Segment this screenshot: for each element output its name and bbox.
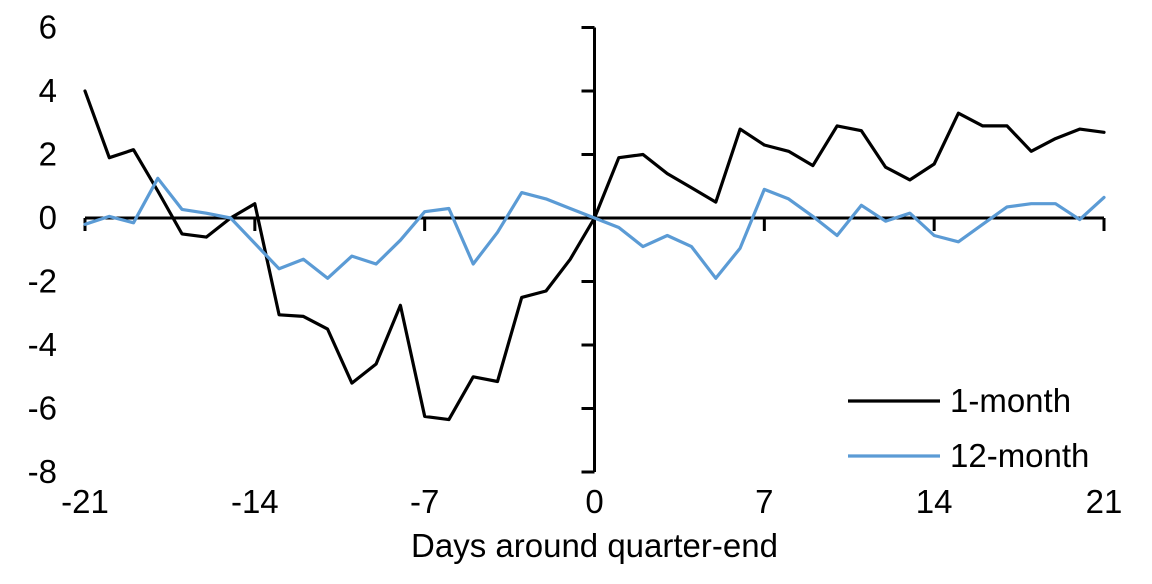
x-axis-title: Days around quarter-end — [411, 527, 778, 564]
x-tick-label: 7 — [755, 483, 773, 520]
y-tick-label: 6 — [39, 9, 57, 46]
y-tick-label: 2 — [39, 136, 57, 173]
legend-label-12-month: 12-month — [950, 437, 1089, 474]
x-tick-label: 14 — [916, 483, 953, 520]
legend-label-1-month: 1-month — [950, 382, 1071, 419]
y-tick-label: 0 — [39, 199, 57, 236]
x-tick-label: -7 — [410, 483, 439, 520]
y-tick-label: -2 — [28, 263, 57, 300]
x-tick-label: 21 — [1086, 483, 1123, 520]
y-tick-label: -6 — [28, 390, 57, 427]
x-tick-label: -21 — [61, 483, 109, 520]
series-line-12-month — [83, 176, 1106, 280]
y-tick-label: 4 — [39, 72, 57, 109]
x-tick-label: -14 — [231, 483, 279, 520]
y-tick-label: -8 — [28, 453, 57, 490]
x-tick-label: 0 — [585, 483, 603, 520]
y-tick-label: -4 — [28, 326, 57, 363]
